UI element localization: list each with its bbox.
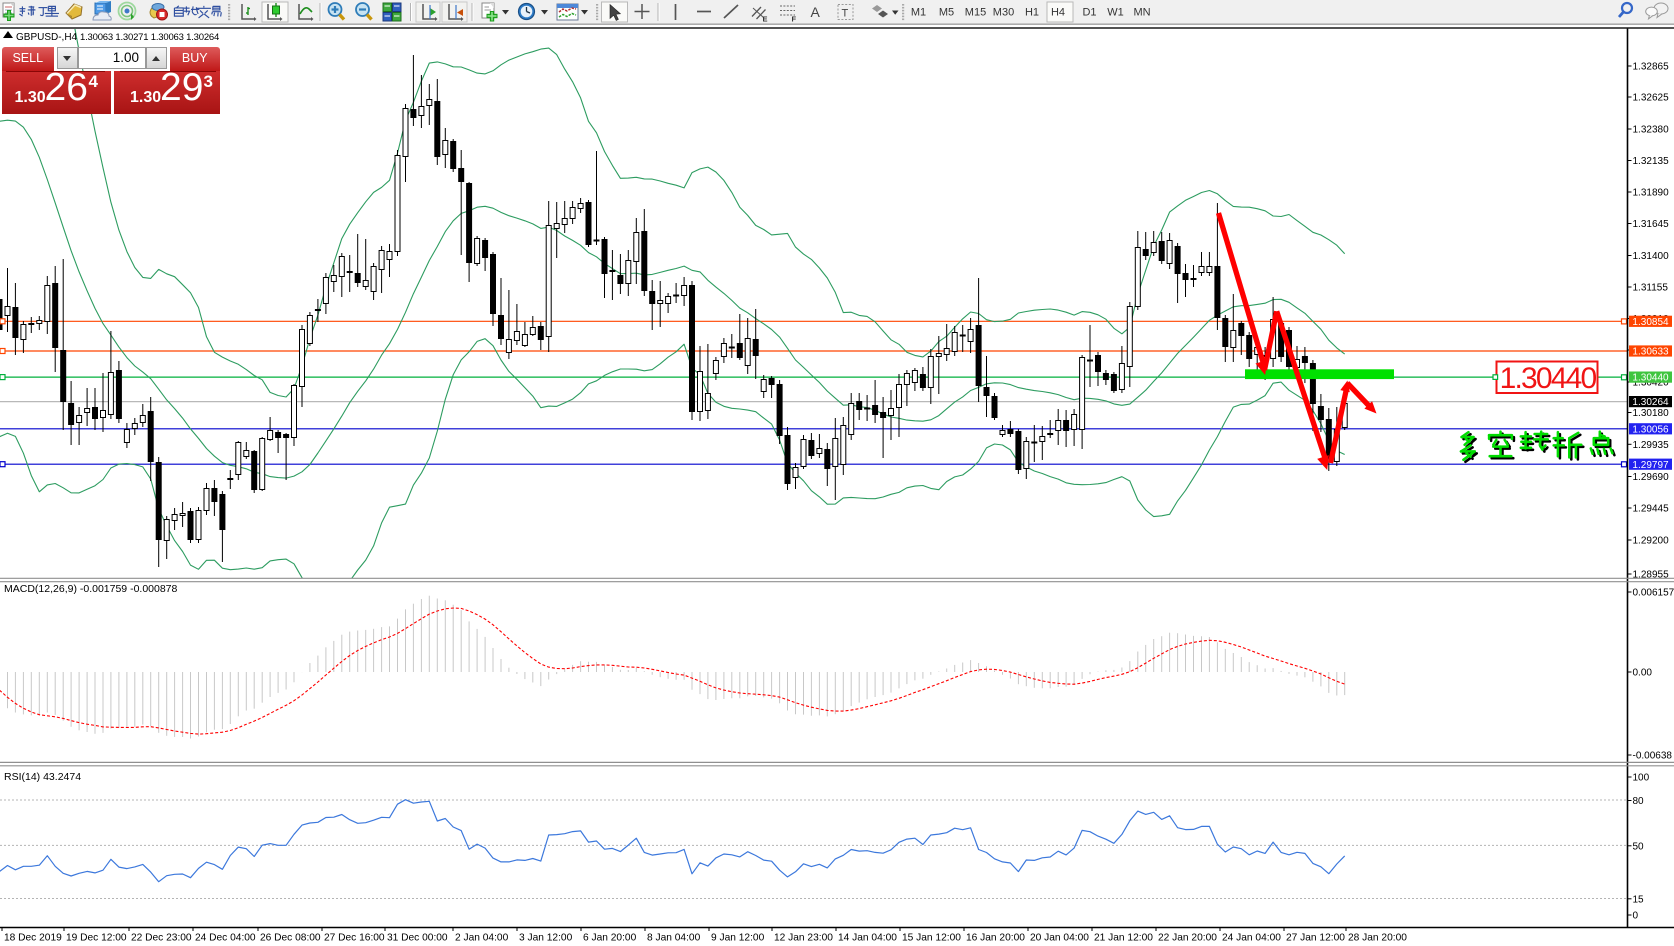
svg-text:22 Dec 23:00: 22 Dec 23:00 <box>131 933 192 944</box>
svg-text:1.30063 1.30271 1.30063 1.3026: 1.30063 1.30271 1.30063 1.30264 <box>80 32 219 43</box>
svg-text:50: 50 <box>1633 842 1645 853</box>
svg-text:9 Jan 12:00: 9 Jan 12:00 <box>711 933 765 944</box>
svg-text:15 Jan 12:00: 15 Jan 12:00 <box>902 933 961 944</box>
svg-text:27 Dec 16:00: 27 Dec 16:00 <box>324 933 385 944</box>
svg-text:19 Dec 12:00: 19 Dec 12:00 <box>66 933 127 944</box>
svg-text:1.29797: 1.29797 <box>1632 460 1669 471</box>
svg-text:24 Dec 04:00: 24 Dec 04:00 <box>195 933 256 944</box>
svg-text:22 Jan 20:00: 22 Jan 20:00 <box>1158 933 1217 944</box>
svg-text:100: 100 <box>1633 773 1650 784</box>
svg-text:1.29200: 1.29200 <box>1633 536 1670 547</box>
svg-text:1.30854: 1.30854 <box>1632 317 1669 328</box>
svg-text:M5: M5 <box>939 7 954 19</box>
svg-text:21 Jan 12:00: 21 Jan 12:00 <box>1094 933 1153 944</box>
svg-text:0: 0 <box>1633 911 1639 922</box>
svg-text:1.30056: 1.30056 <box>1632 424 1669 435</box>
svg-text:1.30180: 1.30180 <box>1633 408 1670 419</box>
svg-text:W1: W1 <box>1107 7 1124 19</box>
svg-text:M15: M15 <box>965 7 986 19</box>
svg-text:1.32380: 1.32380 <box>1633 125 1670 136</box>
svg-text:-0.00638: -0.00638 <box>1633 751 1673 762</box>
svg-text:M30: M30 <box>993 7 1014 19</box>
svg-text:26 Dec 08:00: 26 Dec 08:00 <box>260 933 321 944</box>
svg-text:MN: MN <box>1133 7 1150 19</box>
svg-text:20 Jan 04:00: 20 Jan 04:00 <box>1030 933 1089 944</box>
svg-text:27 Jan 12:00: 27 Jan 12:00 <box>1286 933 1345 944</box>
svg-text:16 Jan 20:00: 16 Jan 20:00 <box>966 933 1025 944</box>
svg-text:1.30633: 1.30633 <box>1632 347 1669 358</box>
svg-text:80: 80 <box>1633 796 1645 807</box>
svg-text:H4: H4 <box>1051 7 1065 19</box>
svg-text:1.30264: 1.30264 <box>1632 397 1669 408</box>
svg-text:T: T <box>842 8 849 20</box>
svg-text:1.29935: 1.29935 <box>1633 440 1670 451</box>
svg-text:A: A <box>811 4 821 20</box>
svg-text:1.31400: 1.31400 <box>1633 251 1670 262</box>
svg-text:1.32135: 1.32135 <box>1633 156 1670 167</box>
svg-text:31 Dec 00:00: 31 Dec 00:00 <box>387 933 448 944</box>
svg-text:E: E <box>763 15 768 24</box>
svg-text:12 Jan 23:00: 12 Jan 23:00 <box>774 933 833 944</box>
svg-text:14 Jan 04:00: 14 Jan 04:00 <box>838 933 897 944</box>
svg-text:1.31890: 1.31890 <box>1633 188 1670 199</box>
svg-text:GBPUSD-,H4: GBPUSD-,H4 <box>16 32 78 43</box>
svg-text:8 Jan 04:00: 8 Jan 04:00 <box>647 933 701 944</box>
svg-text:1.28955: 1.28955 <box>1633 570 1670 581</box>
svg-text:0.00: 0.00 <box>1633 668 1653 679</box>
svg-text:1.31645: 1.31645 <box>1633 219 1670 230</box>
svg-text:0.006157: 0.006157 <box>1633 588 1674 599</box>
svg-text:1.32625: 1.32625 <box>1633 93 1670 104</box>
svg-text:1.29690: 1.29690 <box>1633 472 1670 483</box>
svg-text:MACD(12,26,9) -0.001759 -0.000: MACD(12,26,9) -0.001759 -0.000878 <box>4 583 178 595</box>
svg-text:18 Dec 2019: 18 Dec 2019 <box>4 933 62 944</box>
svg-text:1.30440: 1.30440 <box>1632 373 1669 384</box>
svg-text:28 Jan 20:00: 28 Jan 20:00 <box>1348 933 1407 944</box>
svg-text:15: 15 <box>1633 895 1645 906</box>
svg-text:3 Jan 12:00: 3 Jan 12:00 <box>519 933 573 944</box>
svg-text:D1: D1 <box>1082 7 1096 19</box>
svg-text:F: F <box>792 15 797 24</box>
svg-text:6 Jan 20:00: 6 Jan 20:00 <box>583 933 637 944</box>
svg-text:H1: H1 <box>1025 7 1039 19</box>
svg-text:1.29445: 1.29445 <box>1633 504 1670 515</box>
svg-text:1.30420: 1.30420 <box>1633 378 1670 389</box>
svg-text:1.32865: 1.32865 <box>1633 62 1670 73</box>
svg-text:2 Jan 04:00: 2 Jan 04:00 <box>455 933 509 944</box>
svg-text:1.30440: 1.30440 <box>1500 362 1597 395</box>
svg-text:24 Jan 04:00: 24 Jan 04:00 <box>1222 933 1281 944</box>
svg-text:RSI(14) 43.2474: RSI(14) 43.2474 <box>4 771 81 783</box>
svg-text:1.31155: 1.31155 <box>1633 283 1669 294</box>
svg-text:M1: M1 <box>911 7 926 19</box>
